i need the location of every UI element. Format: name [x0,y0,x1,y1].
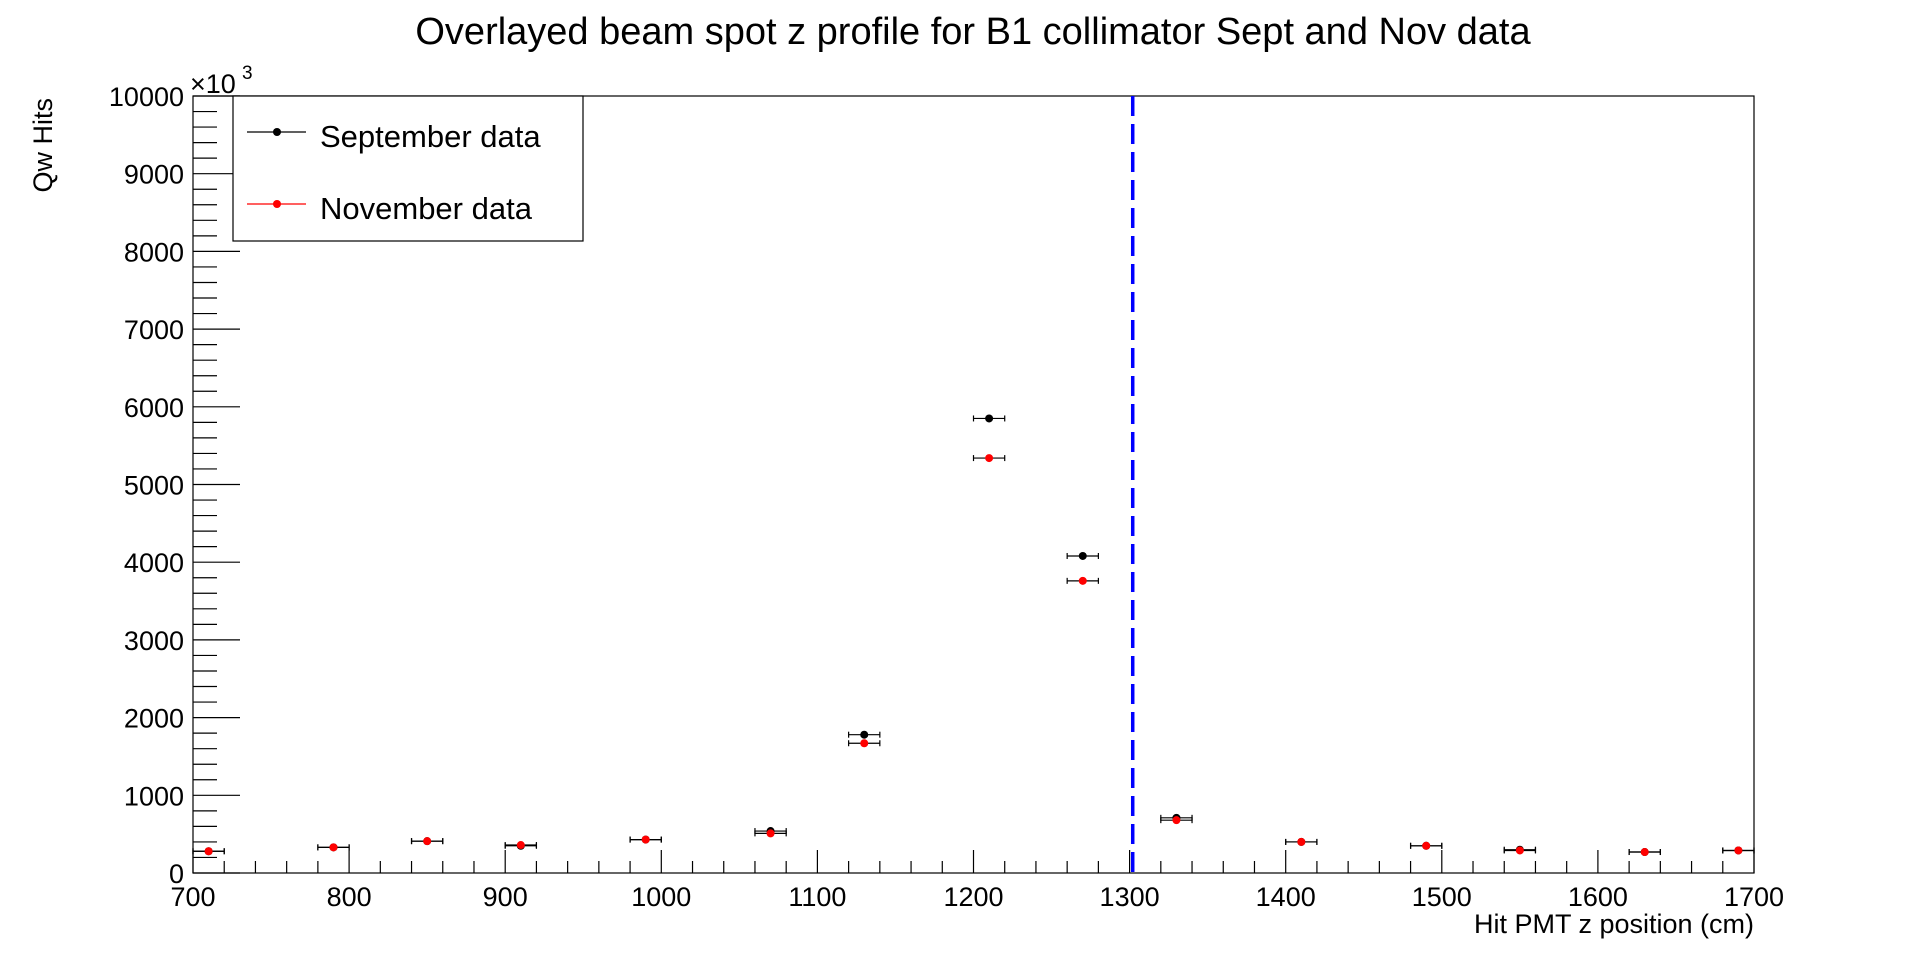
data-point [1515,846,1524,855]
data-point [860,739,869,748]
x-axis-ticks [192,850,1755,873]
legend-september-label: September data [320,119,541,154]
legend: September data November data [232,95,584,242]
data-point [766,829,775,838]
x-axis-label: Hit PMT z position (cm) [1474,909,1754,939]
legend-november-marker [273,200,281,208]
y-tick-label: 3000 [124,626,184,656]
data-point [1078,551,1087,560]
data-point [1734,846,1743,855]
data-point [204,847,213,856]
y-multiplier-exponent: 3 [242,63,253,84]
y-tick-label: 6000 [124,393,184,423]
y-tick-label: 2000 [124,704,184,734]
data-point [1172,816,1181,825]
y-tick-label: 9000 [124,160,184,190]
chart-title: Overlayed beam spot z profile for B1 col… [415,11,1531,53]
data-point [1422,841,1431,850]
data-point [1078,576,1087,585]
data-point [860,730,869,739]
y-tick-label: 4000 [124,548,184,578]
data-point [516,841,525,850]
data-point [641,835,650,844]
x-tick-label: 1300 [1100,882,1160,912]
series-september [192,414,1755,857]
y-tick-label: 7000 [124,315,184,345]
data-point [1640,848,1649,857]
x-tick-label: 900 [483,882,528,912]
data-point [985,414,994,423]
x-tick-label: 1000 [631,882,691,912]
x-axis-tick-labels: 700 800 900 1000 1100 1200 1300 1400 1500 1600 170… [170,882,1784,912]
data-point [329,843,338,852]
y-axis-ticks [193,95,240,874]
x-tick-label: 700 [170,882,215,912]
data-point [1297,837,1306,846]
legend-box [232,95,584,242]
data-point [423,837,432,846]
x-tick-label: 1400 [1256,882,1316,912]
series-layer [192,414,1755,857]
y-axis-tick-labels: 0 1000 2000 3000 4000 5000 6000 7000 8000 9000 100… [109,82,184,889]
x-tick-label: 800 [327,882,372,912]
y-tick-label: 0 [169,859,184,889]
x-tick-label: 1500 [1412,882,1472,912]
data-point [985,454,994,463]
y-axis-label: Qw Hits [28,98,58,193]
x-tick-label: 1700 [1724,882,1784,912]
x-tick-label: 1200 [943,882,1003,912]
y-tick-label: 1000 [124,781,184,811]
y-multiplier: ×10 3 [190,63,253,99]
x-tick-label: 1600 [1568,882,1628,912]
y-tick-label: 8000 [124,237,184,267]
x-tick-label: 1100 [788,882,846,912]
y-multiplier-base: ×10 [190,69,236,99]
series-november [192,454,1755,857]
legend-november-label: November data [320,191,533,226]
y-tick-label: 10000 [109,82,184,112]
legend-september-marker [273,128,281,136]
y-tick-label: 5000 [124,471,184,501]
